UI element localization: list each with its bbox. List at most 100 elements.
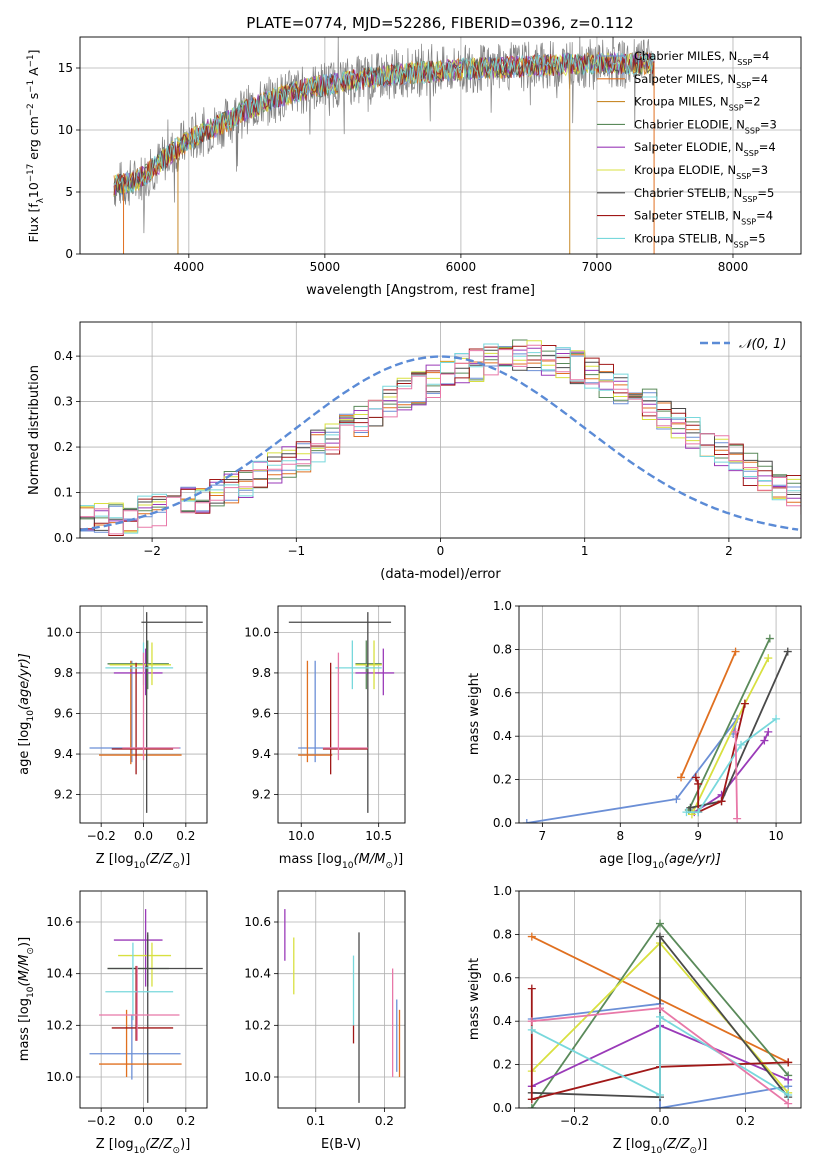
axes-frame [518,890,802,1109]
y-tick-label: 0.0 [493,816,512,830]
errorbar-marker [355,648,395,696]
y-tick-label: 9.8 [54,666,73,680]
errorbar-marker [298,660,339,763]
y-axis-label: mass weight [467,958,482,1040]
x-axis-label: Z [log10(Z/Z⊙)] [96,1137,191,1156]
x-axis-label: mass [log10(M/M⊙)] [279,852,403,871]
legend-entry: Kroupa ELODIE, NSSP=3 [634,163,768,181]
x-tick-label: 0.2 [176,1114,195,1128]
legend-entry: Kroupa STELIB, NSSP=5 [634,231,766,249]
y-tick-label: 10.2 [46,1018,73,1032]
axes-frame [518,605,802,824]
y-tick-label: 9.8 [252,666,271,680]
histogram-step-line [80,340,801,533]
plot-area-age_vs_mass [288,612,395,813]
axes-frame [79,36,802,255]
y-tick-label: 0.6 [493,686,512,700]
errorbar-marker [322,662,368,775]
weight-line [734,731,738,819]
plot-area-spectrum [113,37,655,254]
y-tick-label: 0.6 [493,971,512,985]
histogram-step-line [80,346,801,533]
errorbar-marker [118,942,172,987]
y-tick-label: 10.4 [46,967,73,981]
x-tick-label: 7 [539,829,547,843]
axes-age_vs_mass: 10.0 10.5 9.2 9.4 9.6 9.8 10.0 mass [log10(M/M⊙… [244,605,406,871]
plus-marker [784,1075,793,1084]
y-tick-label: 0.4 [493,729,512,743]
errorbar-marker [113,909,163,987]
y-tick-label: 0.2 [54,440,73,454]
y-tick-label: 0.3 [54,395,73,409]
plus-marker [522,819,531,823]
errorbar-marker [111,662,174,775]
errorbar-marker [122,652,180,761]
errorbar-marker [89,660,181,763]
errorbar-marker [335,640,382,690]
x-tick-label: 0.2 [736,1114,755,1128]
x-tick-label: 10.0 [288,829,315,843]
histogram-step-line [80,339,801,520]
plus-marker [694,779,703,788]
plot-area-weight_vs_age [522,634,792,823]
plus-marker [733,814,742,823]
model-spectrum-line [113,52,655,194]
legend-entry: Salpeter STELIB, NSSP=4 [634,209,773,227]
errorbar-marker [141,612,203,813]
y-tick-label: 9.6 [252,706,271,720]
histogram-step-line [80,344,801,535]
plus-marker [731,727,740,736]
plot-area-residuals [80,339,801,536]
x-axis-label: wavelength [Angstrom, rest frame] [306,283,535,298]
x-tick-label: 5000 [310,260,341,274]
errorbar-marker [322,652,368,761]
x-tick-label: 8 [616,829,624,843]
x-tick-label: 2 [725,544,733,558]
y-axis-label: age [log10(age/yr)] [17,653,36,775]
plus-marker [527,1017,536,1026]
y-tick-label: 5 [65,185,73,199]
x-tick-label: 0.0 [134,1114,153,1128]
errorbar-marker [99,965,180,1041]
y-tick-label: 9.4 [252,747,271,761]
weight-line [530,988,789,1101]
observed-spectrum-line [113,37,655,234]
plus-marker [765,634,774,643]
figure-title: PLATE=0774, MJD=52286, FIBERID=0396, z=0… [246,14,633,32]
weight-line [526,718,738,823]
axes-mass_vs_ebv: 0.1 0.2 10.0 10.2 10.4 10.6 E(B-V) [244,890,406,1152]
y-tick-label: 1.0 [493,884,512,898]
plus-marker [672,795,681,804]
x-tick-label: 0.2 [176,829,195,843]
errorbar-marker [107,934,169,987]
plus-marker [731,647,740,656]
plus-marker [656,1004,664,1013]
axes-age_vs_Z: −0.2 0.0 0.2 9.2 9.4 9.6 9.8 10.0 Z [log10(Z/Z⊙)… [17,605,208,871]
y-tick-label: 15 [58,61,73,75]
y-tick-label: 10.0 [46,625,73,639]
y-tick-label: 0.4 [54,349,73,363]
plus-marker [694,808,703,817]
y-axis-label: mass [log10(M/M⊙)] [17,937,36,1061]
x-tick-label: 0.0 [650,1114,669,1128]
model-spectrum-line [113,52,655,195]
plus-marker [527,932,536,941]
plus-marker [682,808,691,817]
plus-marker [764,727,773,736]
x-tick-label: 0.0 [134,829,153,843]
y-tick-label: 0.2 [493,773,512,787]
model-spectrum-line [113,52,655,196]
y-axis-label: Normed distribution [27,365,42,495]
x-tick-label: 6000 [446,260,477,274]
plus-marker [686,803,695,812]
plus-marker [772,714,781,723]
y-tick-label: 0.8 [493,927,512,941]
x-tick-label: 8000 [718,260,749,274]
y-tick-label: 10 [58,123,73,137]
legend: Chabrier MILES, NSSP=4 Salpeter MILES, NS… [597,49,777,249]
plot-area-mass_vs_Z [89,909,203,1103]
y-tick-label: 0.4 [493,1014,512,1028]
plus-marker [527,984,536,993]
